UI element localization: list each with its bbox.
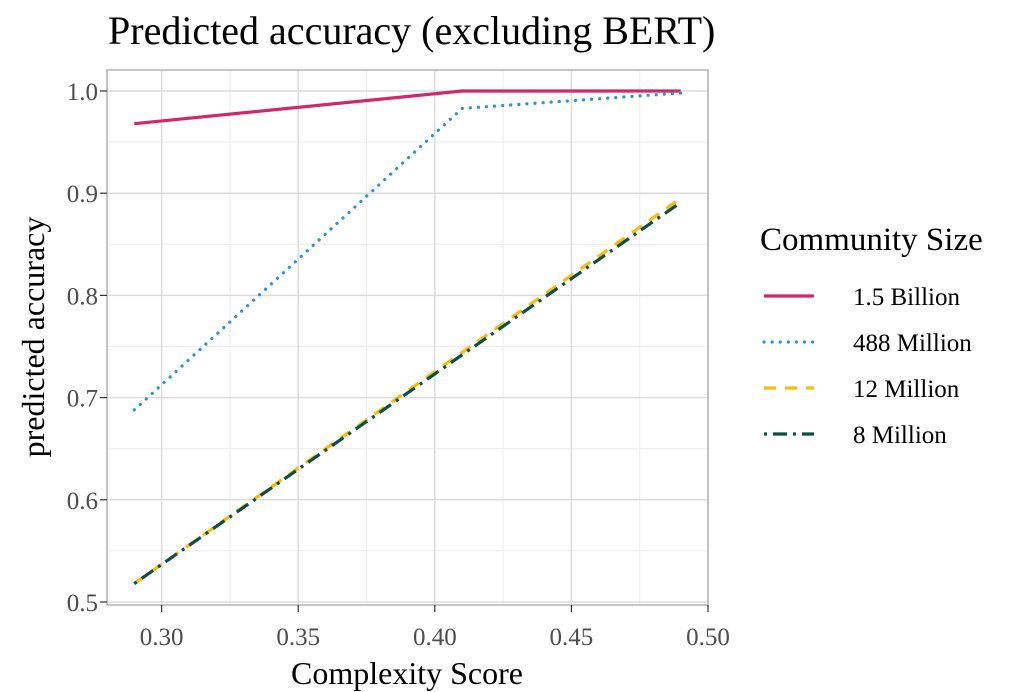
grid: [107, 70, 709, 605]
y-tick-label: 1.0: [67, 79, 98, 106]
y-tick-label: 0.8: [67, 283, 98, 310]
legend-label-1: 488 Million: [853, 330, 972, 357]
series-line-0: [134, 89, 681, 126]
x-axis-label: Complexity Score: [291, 655, 523, 691]
x-tick-label: 0.50: [686, 624, 730, 651]
plot-panel: [106, 69, 709, 606]
axes: 0.30 0.35 0.40 0.45 0.50 0.5 0.6 0.7 0.8 0.9 1.0: [67, 79, 730, 651]
y-tick-label: 0.5: [67, 590, 98, 617]
y-axis-label: predicted accuracy: [15, 217, 51, 458]
x-tick-label: 0.45: [550, 624, 594, 651]
legend-items: 1.5 Billion 488 Million 12 Million 8 Millio…: [762, 284, 972, 449]
series-line-2: [133, 196, 682, 585]
chart-title: Predicted accuracy (excluding BERT): [108, 8, 715, 53]
series-lines: [132, 89, 683, 585]
x-tick-label: 0.30: [140, 624, 184, 651]
y-tick-label: 0.6: [67, 488, 98, 515]
x-tick-label: 0.40: [413, 624, 457, 651]
legend-label-2: 12 Million: [853, 376, 960, 403]
x-tick-label: 0.35: [276, 624, 320, 651]
legend-label-0: 1.5 Billion: [853, 284, 960, 311]
legend-title: Community Size: [760, 222, 983, 258]
series-line-3: [133, 201, 682, 585]
series-line-1: [132, 91, 683, 412]
legend: Community Size 1.5 Billion 488 Million 12 …: [760, 222, 983, 449]
y-tick-label: 0.9: [67, 181, 98, 208]
legend-label-3: 8 Million: [853, 422, 947, 449]
y-tick-label: 0.7: [67, 386, 98, 413]
